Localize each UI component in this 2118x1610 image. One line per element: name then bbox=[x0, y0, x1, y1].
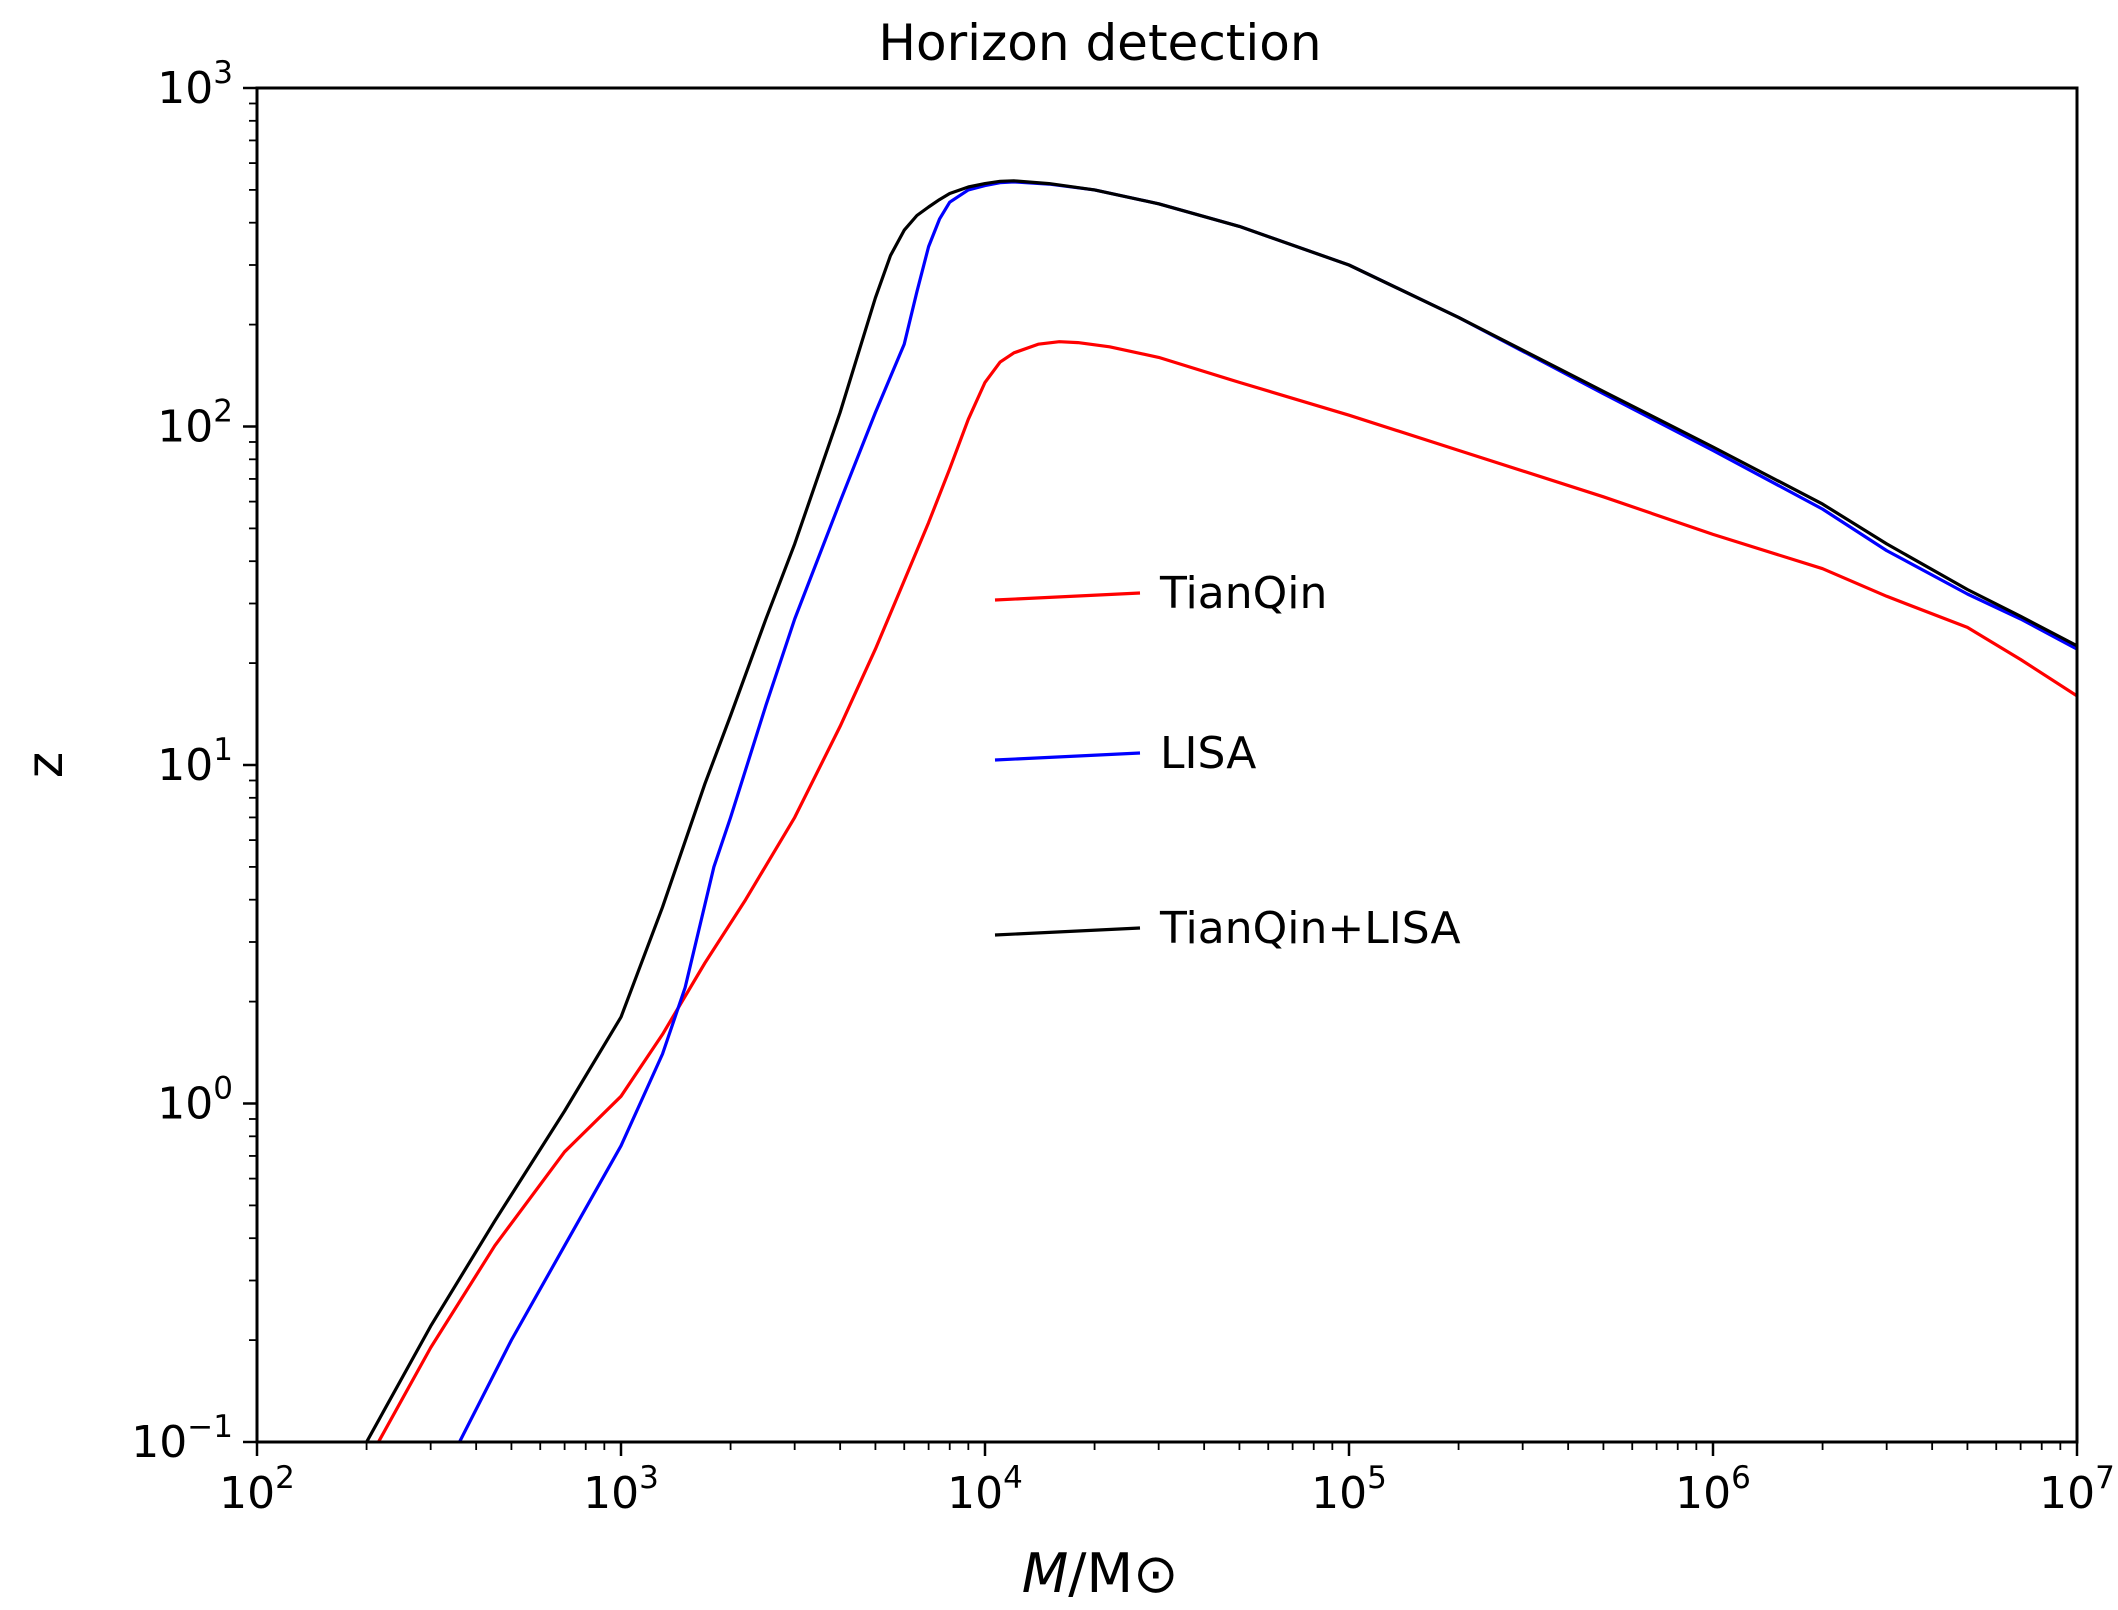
x-axis-label: M/M⊙ bbox=[1022, 1542, 1179, 1605]
x-axis-ticks: 102 103 104 105 106 107 bbox=[219, 1442, 2115, 1519]
y-axis-label: z bbox=[16, 752, 74, 778]
legend-swatch bbox=[994, 751, 1141, 762]
series-line-tianqin-lisa bbox=[365, 179, 2077, 1442]
legend-swatch bbox=[994, 926, 1141, 937]
x-tick-label: 107 bbox=[2039, 1460, 2115, 1519]
x-axis-label-rest: /M⊙ bbox=[1068, 1542, 1178, 1605]
x-tick-label: 105 bbox=[1311, 1460, 1387, 1519]
legend-label: LISA bbox=[1160, 728, 1256, 779]
y-tick-label: 10−1 bbox=[131, 1409, 233, 1468]
series-line-lisa bbox=[457, 180, 2077, 1442]
plot-area bbox=[365, 179, 2077, 1442]
x-axis-label-italic: M bbox=[1022, 1542, 1069, 1605]
y-axis-ticks: 10−1 100 101 102 103 bbox=[131, 55, 257, 1468]
legend-swatch bbox=[994, 591, 1141, 602]
legend-label: TianQin+LISA bbox=[1159, 903, 1461, 954]
x-tick-label: 102 bbox=[219, 1460, 295, 1519]
legend: TianQin LISA TianQin+LISA bbox=[994, 568, 1461, 954]
axes-frame bbox=[255, 86, 2079, 1444]
y-tick-label: 101 bbox=[157, 732, 233, 791]
y-tick-label: 102 bbox=[157, 394, 233, 453]
y-tick-label: 103 bbox=[157, 55, 233, 114]
legend-label: TianQin bbox=[1159, 568, 1327, 619]
y-tick-label: 100 bbox=[157, 1071, 233, 1130]
x-tick-label: 106 bbox=[1675, 1460, 1751, 1519]
chart-title: Horizon detection bbox=[878, 14, 1321, 72]
x-tick-label: 103 bbox=[583, 1460, 659, 1519]
x-tick-label: 104 bbox=[947, 1460, 1023, 1519]
